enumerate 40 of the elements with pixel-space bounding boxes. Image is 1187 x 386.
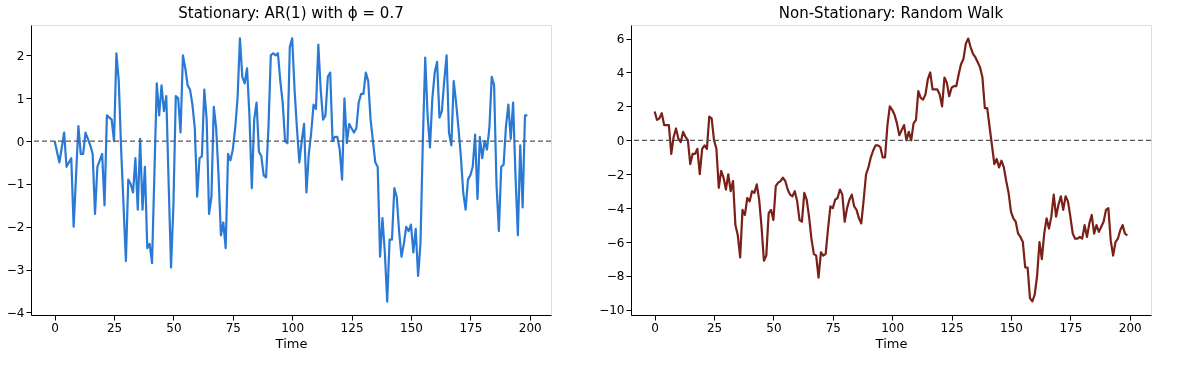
y-tick-label: −2 [606,167,625,182]
x-tick-label: 175 [459,320,483,335]
x-tick-label: 200 [1118,320,1142,335]
y-tick-label: 6 [616,32,625,47]
y-tick-label: −4 [606,201,625,216]
x-tick-label: 125 [940,320,964,335]
x-tick-label: 100 [881,320,905,335]
y-tick-label: 1 [16,91,25,106]
x-tick-label: 25 [106,320,123,335]
line-series [53,37,529,303]
chart-title: Stationary: AR(1) with ϕ = 0.7 [178,4,404,22]
chart-title: Non-Stationary: Random Walk [778,4,1004,22]
y-tick-label: 4 [616,65,625,80]
x-tick-label: 150 [1000,320,1023,335]
x-tick-label: 100 [281,320,305,335]
y-tick-label: −3 [6,263,25,278]
y-tick-label: 0 [16,134,25,149]
y-tick-label: −2 [6,220,25,235]
x-axis-title: Time [874,335,908,351]
y-tick-label: 0 [616,133,625,148]
x-axis-title: Time [274,335,308,351]
x-tick-label: 50 [766,320,782,335]
x-tick-label: 200 [518,320,542,335]
y-tick-label: −4 [6,305,25,320]
y-tick-label: 2 [16,48,25,63]
x-tick-label: 0 [651,320,659,335]
line-series [653,37,1129,303]
x-tick-label: 50 [166,320,182,335]
y-tick-label: −6 [606,235,625,250]
y-tick-label: −1 [6,177,25,192]
x-tick-label: 75 [225,320,241,335]
x-tick-label: 150 [400,320,423,335]
x-tick-label: 0 [51,320,59,335]
y-tick-label: −8 [606,269,625,284]
x-tick-label: 25 [706,320,723,335]
y-tick-label: 2 [616,99,625,114]
x-tick-label: 175 [1059,320,1083,335]
y-tick-label: −10 [599,303,625,318]
x-tick-label: 125 [340,320,364,335]
x-tick-label: 75 [825,320,841,335]
